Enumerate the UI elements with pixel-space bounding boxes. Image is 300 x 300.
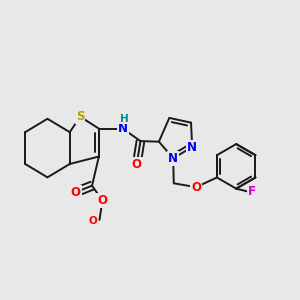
Text: F: F [248, 185, 256, 198]
Text: O: O [88, 216, 97, 226]
Text: N: N [118, 122, 128, 135]
Text: O: O [191, 181, 201, 194]
Text: N: N [187, 140, 197, 154]
Text: O: O [71, 186, 81, 199]
Text: N: N [168, 152, 178, 165]
Text: O: O [98, 194, 107, 207]
Text: S: S [76, 110, 84, 123]
Text: H: H [120, 114, 128, 124]
Text: O: O [132, 158, 142, 171]
